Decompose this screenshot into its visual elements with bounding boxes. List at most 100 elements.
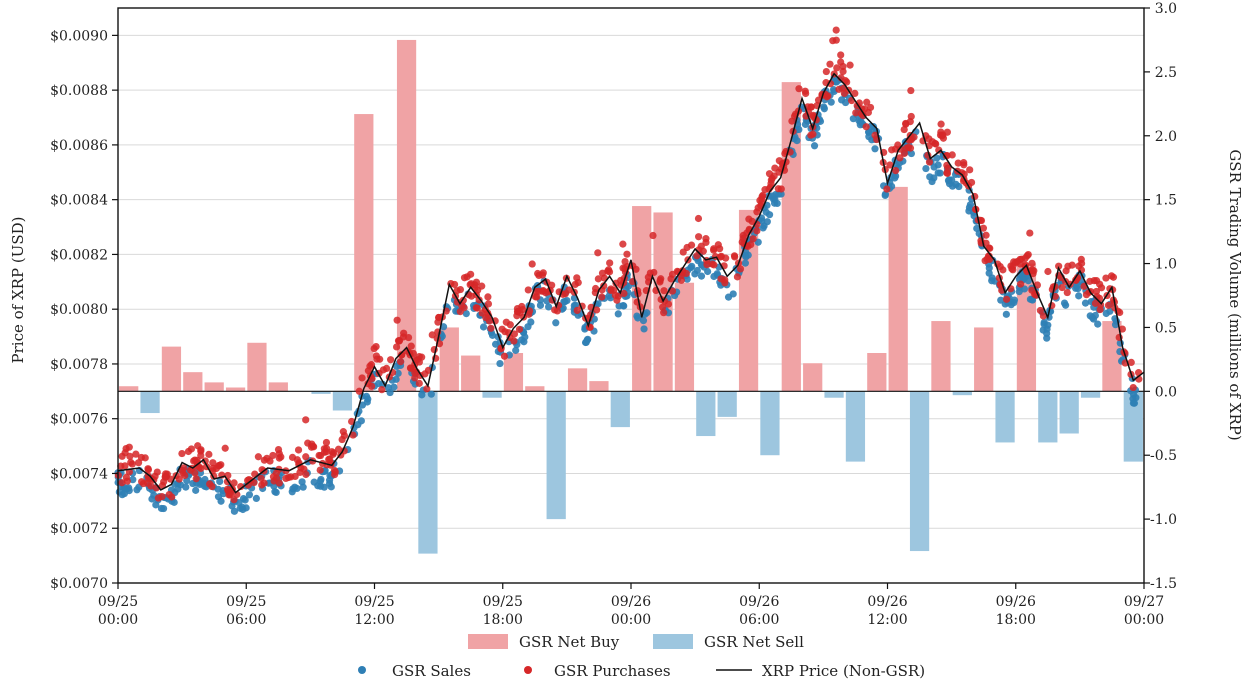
sale-point bbox=[1007, 301, 1015, 309]
sale-point bbox=[810, 142, 819, 150]
purchase-point bbox=[209, 459, 217, 467]
purchase-point bbox=[1127, 358, 1135, 366]
net-buy-bar bbox=[247, 342, 267, 392]
purchase-point bbox=[606, 259, 614, 267]
sale-point bbox=[427, 390, 435, 398]
y-tick-label: $0.0084 bbox=[50, 193, 108, 209]
y-tick-label: $0.0076 bbox=[50, 412, 108, 428]
sale-point bbox=[582, 338, 590, 347]
sale-point bbox=[633, 312, 641, 320]
gridlines bbox=[118, 34, 1144, 584]
sale-point bbox=[125, 487, 133, 495]
purchase-point bbox=[184, 447, 193, 456]
legend-label-net-sell: GSR Net Sell bbox=[704, 633, 804, 651]
purchase-point bbox=[717, 252, 725, 260]
purchase-point bbox=[833, 64, 841, 72]
purchase-point bbox=[807, 103, 815, 111]
purchase-point bbox=[617, 276, 625, 285]
purchase-point bbox=[925, 158, 934, 166]
purchase-point bbox=[721, 279, 729, 287]
net-sell-bar bbox=[845, 391, 866, 462]
sale-point bbox=[865, 128, 873, 136]
purchase-point bbox=[334, 445, 343, 453]
x-tick-label-time: 06:00 bbox=[226, 612, 266, 628]
purchase-point bbox=[450, 280, 459, 289]
net-sell-bar bbox=[482, 391, 502, 398]
purchase-point bbox=[807, 131, 815, 139]
purchase-point bbox=[852, 109, 860, 117]
sale-point bbox=[965, 203, 974, 212]
purchase-point bbox=[695, 233, 703, 241]
purchase-point bbox=[394, 337, 403, 345]
purchase-point bbox=[364, 367, 372, 375]
net-sell-bar bbox=[995, 391, 1015, 443]
net-sell-bar bbox=[760, 391, 780, 456]
net-buy-bar bbox=[632, 206, 652, 392]
sale-point bbox=[488, 331, 497, 339]
purchase-point bbox=[996, 262, 1004, 271]
net-buy-bar bbox=[674, 282, 695, 392]
legend-label-sales: GSR Sales bbox=[392, 662, 471, 680]
y-tick-label: $0.0090 bbox=[50, 28, 108, 44]
sale-point bbox=[462, 310, 470, 318]
sale-point bbox=[741, 259, 749, 267]
net-buy-bar bbox=[119, 386, 139, 392]
y2-axis-label: GSR Trading Volume (millions of XRP) bbox=[1226, 149, 1244, 440]
purchase-point bbox=[733, 273, 742, 281]
purchase-point bbox=[802, 89, 810, 98]
legend: GSR Net Buy GSR Net Sell GSR Sales GSR P… bbox=[358, 633, 925, 680]
purchase-point bbox=[660, 287, 668, 295]
purchase-point bbox=[774, 185, 782, 193]
purchase-point bbox=[649, 231, 657, 240]
legend-swatch-net-sell bbox=[653, 634, 693, 649]
net-sell-bar bbox=[1059, 391, 1079, 434]
sale-point bbox=[952, 180, 960, 188]
purchase-point bbox=[515, 325, 524, 333]
net-buy-bar bbox=[888, 186, 908, 392]
x-tick-label-time: 12:00 bbox=[354, 612, 394, 628]
sale-point bbox=[930, 163, 938, 171]
purchase-point bbox=[407, 342, 415, 350]
purchase-point bbox=[269, 451, 277, 460]
purchase-point bbox=[886, 161, 894, 169]
purchase-point bbox=[147, 482, 155, 490]
sale-point bbox=[691, 270, 699, 278]
purchase-point bbox=[892, 166, 900, 175]
purchase-point bbox=[411, 369, 419, 377]
sale-point bbox=[241, 496, 249, 504]
purchase-point bbox=[935, 146, 943, 154]
purchase-point bbox=[535, 271, 543, 279]
purchase-point bbox=[322, 438, 331, 447]
purchase-point bbox=[598, 293, 606, 301]
sale-point bbox=[236, 504, 244, 512]
purchase-point bbox=[1107, 272, 1116, 280]
purchase-point bbox=[600, 282, 608, 290]
purchase-point bbox=[524, 286, 532, 294]
purchase-point bbox=[349, 431, 357, 439]
purchase-point bbox=[484, 293, 492, 301]
purchase-point bbox=[1017, 280, 1025, 288]
purchase-point bbox=[215, 462, 223, 470]
purchase-point bbox=[758, 195, 766, 203]
purchase-point bbox=[1129, 383, 1137, 392]
sale-point bbox=[491, 340, 500, 348]
sale-point bbox=[820, 105, 828, 113]
purchase-point bbox=[1118, 325, 1126, 333]
purchase-point bbox=[594, 249, 602, 257]
sale-point bbox=[230, 507, 239, 515]
purchase-point bbox=[565, 286, 573, 294]
net-buy-bar bbox=[589, 381, 609, 392]
purchase-point bbox=[716, 245, 724, 253]
purchase-point bbox=[510, 330, 519, 338]
net-sell-bar bbox=[824, 391, 844, 398]
purchase-point bbox=[1036, 306, 1044, 315]
y2-tick-label: -1.0 bbox=[1150, 512, 1177, 528]
y2-tick-label: 1.5 bbox=[1155, 193, 1177, 209]
price-series-line bbox=[117, 72, 1145, 494]
purchase-point bbox=[467, 270, 475, 278]
purchase-point bbox=[125, 443, 133, 451]
purchase-point bbox=[168, 493, 176, 501]
sale-point bbox=[544, 303, 553, 311]
purchase-point bbox=[393, 316, 401, 324]
x-tick-label-time: 06:00 bbox=[739, 612, 779, 628]
